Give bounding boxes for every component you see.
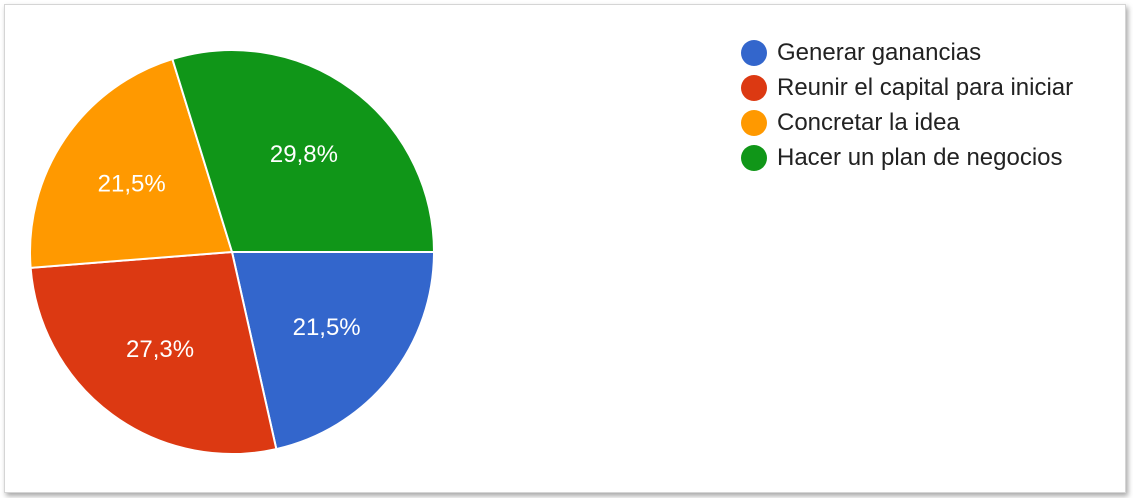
legend: Generar ganancias Reunir el capital para … <box>741 35 1073 175</box>
slice-label-generar-ganancias: 21,5% <box>293 314 361 341</box>
legend-swatch-icon <box>741 144 767 171</box>
slice-label-reunir-el-capital-para-iniciar: 27,3% <box>126 336 194 363</box>
legend-label: Concretar la idea <box>777 108 960 136</box>
legend-swatch-icon <box>741 74 767 101</box>
legend-label: Reunir el capital para iniciar <box>777 73 1074 101</box>
pie-slice-hacer-un-plan-de-negocios <box>171 49 436 253</box>
pie-slice-concretar-la-idea <box>29 57 234 269</box>
legend-label: Hacer un plan de negocios <box>777 143 1063 171</box>
legend-item-concretar-la-idea: Concretar la idea <box>741 105 1073 140</box>
pie-chart: 21,5% 27,3% 21,5% 29,8% <box>29 49 436 455</box>
legend-swatch-icon <box>741 109 767 136</box>
slice-label-concretar-la-idea: 21,5% <box>98 170 166 197</box>
legend-swatch-icon <box>741 39 767 66</box>
legend-item-reunir-el-capital-para-iniciar: Reunir el capital para iniciar <box>741 70 1073 105</box>
slice-label-hacer-un-plan-de-negocios: 29,8% <box>270 141 338 168</box>
legend-item-hacer-un-plan-de-negocios: Hacer un plan de negocios <box>741 140 1073 175</box>
pie-slice-reunir-el-capital-para-iniciar <box>29 250 278 455</box>
pie-slice-generar-ganancias <box>230 251 436 451</box>
chart-card: 21,5% 27,3% 21,5% 29,8% Generar ganancias Re… <box>4 4 1126 493</box>
legend-item-generar-ganancias: Generar ganancias <box>741 35 1073 70</box>
legend-label: Generar ganancias <box>777 38 982 66</box>
